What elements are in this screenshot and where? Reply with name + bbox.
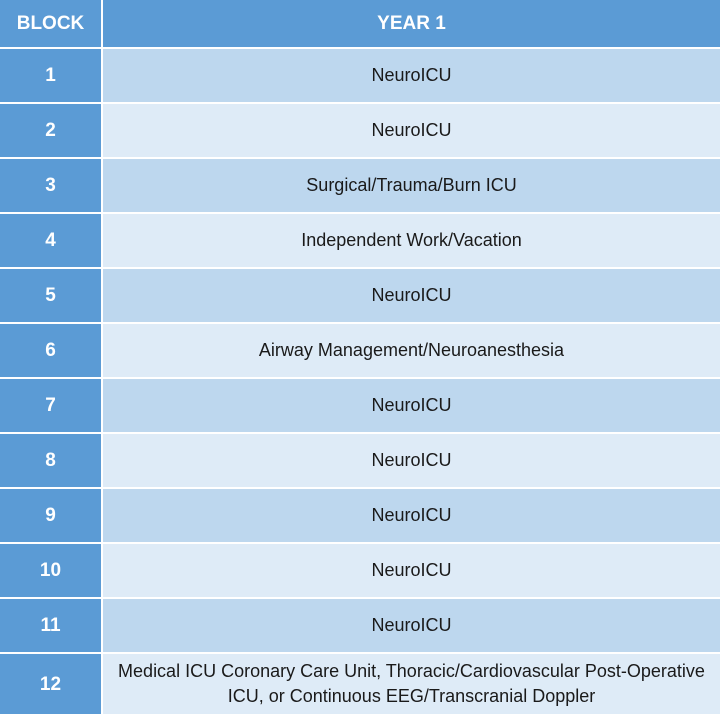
block-number: 5 bbox=[0, 268, 103, 324]
block-number: 3 bbox=[0, 158, 103, 214]
block-number: 12 bbox=[0, 653, 103, 714]
table-row: 11 NeuroICU bbox=[0, 598, 720, 654]
table-row: 10 NeuroICU bbox=[0, 543, 720, 599]
table-row: 9 NeuroICU bbox=[0, 488, 720, 544]
block-number: 9 bbox=[0, 488, 103, 544]
block-number: 4 bbox=[0, 213, 103, 269]
table-row: 3 Surgical/Trauma/Burn ICU bbox=[0, 158, 720, 214]
table-row: 8 NeuroICU bbox=[0, 433, 720, 489]
table-row: 1 NeuroICU bbox=[0, 48, 720, 104]
block-number: 6 bbox=[0, 323, 103, 379]
table-row: 5 NeuroICU bbox=[0, 268, 720, 324]
block-number: 7 bbox=[0, 378, 103, 434]
table-row: 6 Airway Management/Neuroanesthesia bbox=[0, 323, 720, 379]
rotation-name: NeuroICU bbox=[102, 543, 720, 599]
rotation-name: Airway Management/Neuroanesthesia bbox=[102, 323, 720, 379]
rotation-name: Independent Work/Vacation bbox=[102, 213, 720, 269]
block-number: 2 bbox=[0, 103, 103, 159]
rotation-name: NeuroICU bbox=[102, 378, 720, 434]
block-number: 11 bbox=[0, 598, 103, 654]
table-header-row: BLOCK YEAR 1 bbox=[0, 0, 720, 49]
rotation-name: Surgical/Trauma/Burn ICU bbox=[102, 158, 720, 214]
block-number: 8 bbox=[0, 433, 103, 489]
table-row: 12 Medical ICU Coronary Care Unit, Thora… bbox=[0, 653, 720, 714]
rotation-name: NeuroICU bbox=[102, 103, 720, 159]
rotation-name: Medical ICU Coronary Care Unit, Thoracic… bbox=[102, 653, 720, 714]
header-year-1: YEAR 1 bbox=[102, 0, 720, 49]
table-row: 2 NeuroICU bbox=[0, 103, 720, 159]
header-block: BLOCK bbox=[0, 0, 103, 49]
table-row: 4 Independent Work/Vacation bbox=[0, 213, 720, 269]
rotation-name: NeuroICU bbox=[102, 268, 720, 324]
block-number: 10 bbox=[0, 543, 103, 599]
block-number: 1 bbox=[0, 48, 103, 104]
rotation-name: NeuroICU bbox=[102, 598, 720, 654]
rotation-name: NeuroICU bbox=[102, 488, 720, 544]
rotation-name: NeuroICU bbox=[102, 48, 720, 104]
rotation-name: NeuroICU bbox=[102, 433, 720, 489]
table-row: 7 NeuroICU bbox=[0, 378, 720, 434]
